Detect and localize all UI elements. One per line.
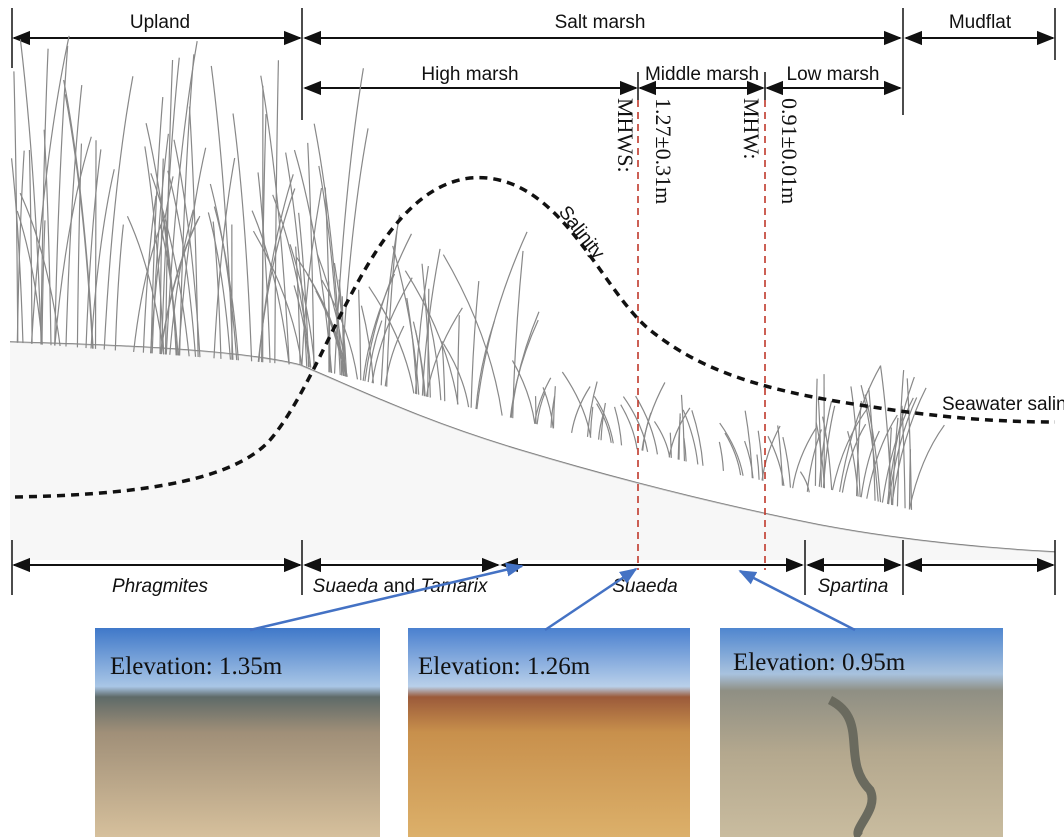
sketch-stroke xyxy=(783,437,791,487)
sketch-stroke xyxy=(757,455,759,480)
sketch-stroke xyxy=(512,360,534,423)
sketch-stroke xyxy=(725,433,741,475)
vegetation-label-part: Suaeda xyxy=(313,576,379,597)
sketch-stroke xyxy=(115,225,123,351)
vegetation-label-part: Phragmites xyxy=(112,576,209,597)
photo-caption: Elevation: 1.26m xyxy=(418,653,591,680)
sketch-stroke xyxy=(444,344,469,407)
curve-label: Salinity xyxy=(554,202,609,264)
sketch-stroke xyxy=(443,255,502,416)
zone-label: Mudflat xyxy=(949,12,1012,33)
tide-level-value: 1.27±0.31m xyxy=(651,98,676,204)
sketch-stroke xyxy=(458,315,460,404)
sketch-stroke xyxy=(359,290,361,380)
photo-caption: Elevation: 1.35m xyxy=(110,653,283,680)
sketch-stroke xyxy=(897,370,903,506)
sketch-stroke xyxy=(909,449,910,509)
sketch-stroke xyxy=(393,246,419,395)
curve-label: Seawater salinity xyxy=(942,394,1064,415)
subzone-label: Low marsh xyxy=(787,64,880,85)
sketch-stroke xyxy=(778,425,783,485)
vegetation-label: Phragmites xyxy=(112,576,209,597)
sketch-stroke xyxy=(679,413,680,459)
sketch-stroke xyxy=(29,150,32,344)
vegetation-label: Spartina xyxy=(818,576,889,597)
subzone-label: Middle marsh xyxy=(645,64,759,85)
photo-caption: Elevation: 0.95m xyxy=(733,649,906,676)
sketch-stroke xyxy=(213,222,221,359)
vegetation-label-part: Spartina xyxy=(818,576,889,597)
sketch-stroke xyxy=(535,378,551,424)
zone-label: Upland xyxy=(130,12,190,33)
pointer-arrow xyxy=(545,569,636,630)
sketch-stroke xyxy=(572,386,591,432)
sketch-stroke xyxy=(562,372,590,438)
tide-level-name: MHW: xyxy=(739,98,764,160)
sketch-stroke xyxy=(681,395,684,461)
sketch-stroke xyxy=(233,113,252,361)
sketch-stroke xyxy=(210,184,236,360)
sketch-stroke xyxy=(211,66,233,360)
sketch-stroke xyxy=(14,71,18,342)
zone-label: Salt marsh xyxy=(555,12,646,33)
sketch-stroke xyxy=(342,128,368,375)
sketch-stroke xyxy=(477,232,527,409)
sketch-stroke xyxy=(615,407,622,446)
subzone-label: High marsh xyxy=(421,64,518,85)
sketch-stroke xyxy=(553,386,555,428)
sketch-stroke xyxy=(621,405,637,450)
sketch-stroke xyxy=(252,211,289,365)
sketch-stroke xyxy=(719,442,723,471)
sketch-stroke xyxy=(96,140,97,349)
tide-level-name: MHWS: xyxy=(613,98,638,173)
sketch-stroke xyxy=(104,76,133,349)
figure: Upland Salt marsh Mudflat High marsh Mid… xyxy=(0,0,1064,837)
sketch-stroke xyxy=(823,406,834,488)
sketch-stroke xyxy=(815,379,817,486)
tide-level-value: 0.91±0.01m xyxy=(777,98,802,204)
sketch-stroke xyxy=(670,433,671,458)
sketch-stroke xyxy=(909,425,944,509)
sketch-stroke xyxy=(902,406,905,508)
sketch-stroke xyxy=(405,271,458,405)
